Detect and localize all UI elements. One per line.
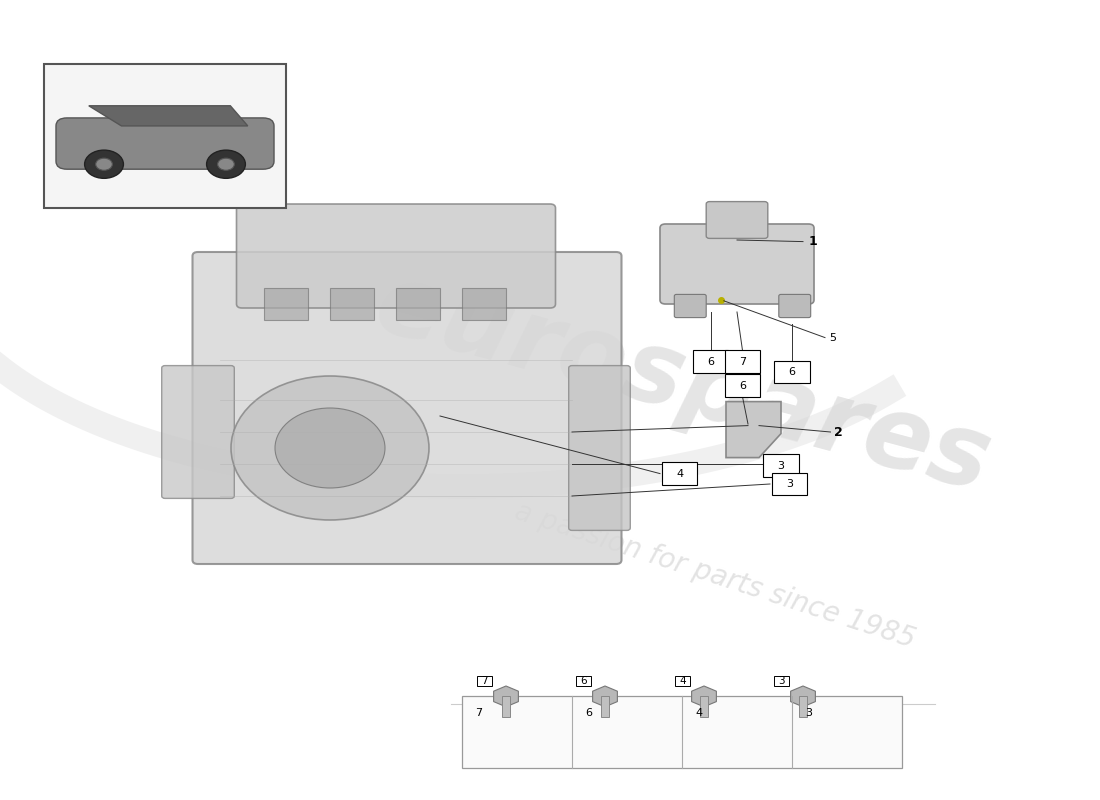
Text: 7: 7 — [481, 676, 488, 686]
Bar — [763, 454, 799, 477]
FancyBboxPatch shape — [192, 252, 622, 564]
Bar — [675, 675, 690, 686]
FancyBboxPatch shape — [56, 118, 274, 170]
Polygon shape — [494, 686, 518, 707]
Polygon shape — [692, 686, 716, 707]
Bar — [44, 64, 286, 208]
Bar — [774, 675, 789, 686]
Circle shape — [231, 376, 429, 520]
FancyBboxPatch shape — [162, 366, 234, 498]
Bar — [264, 288, 308, 320]
Bar — [693, 350, 728, 373]
Bar — [799, 696, 807, 717]
Bar — [477, 675, 492, 686]
Text: 3: 3 — [778, 676, 785, 686]
Polygon shape — [791, 686, 815, 707]
FancyBboxPatch shape — [779, 294, 811, 318]
Text: 4: 4 — [695, 708, 702, 718]
Text: a passion for parts since 1985: a passion for parts since 1985 — [512, 498, 918, 654]
Circle shape — [207, 150, 245, 178]
Bar — [396, 288, 440, 320]
Text: 4: 4 — [676, 469, 683, 478]
Text: eurospares: eurospares — [364, 255, 1000, 513]
Bar — [502, 696, 510, 717]
Text: 6: 6 — [707, 357, 714, 366]
Polygon shape — [593, 686, 617, 707]
Bar — [700, 696, 708, 717]
Text: 3: 3 — [805, 708, 812, 718]
Circle shape — [275, 408, 385, 488]
Polygon shape — [726, 402, 781, 458]
Text: 1: 1 — [808, 235, 817, 248]
Bar — [774, 361, 810, 383]
Text: 3: 3 — [778, 461, 784, 470]
FancyBboxPatch shape — [569, 366, 630, 530]
Text: 6: 6 — [585, 708, 592, 718]
Bar — [772, 473, 807, 495]
Bar — [601, 696, 609, 717]
Text: 7: 7 — [739, 357, 746, 366]
FancyBboxPatch shape — [706, 202, 768, 238]
Polygon shape — [89, 106, 248, 126]
Text: 3: 3 — [786, 479, 793, 489]
Bar — [725, 350, 760, 373]
Bar — [462, 288, 506, 320]
Text: 5: 5 — [829, 333, 836, 342]
Text: 2: 2 — [834, 426, 843, 438]
Text: 6: 6 — [580, 676, 587, 686]
Text: 7: 7 — [475, 708, 482, 718]
Circle shape — [96, 158, 112, 170]
FancyBboxPatch shape — [674, 294, 706, 318]
Bar — [662, 462, 697, 485]
Bar — [725, 374, 760, 397]
Text: 6: 6 — [789, 367, 795, 377]
FancyBboxPatch shape — [236, 204, 556, 308]
FancyBboxPatch shape — [660, 224, 814, 304]
Circle shape — [218, 158, 234, 170]
Text: 6: 6 — [739, 381, 746, 390]
Text: 4: 4 — [679, 676, 686, 686]
Bar — [576, 675, 591, 686]
Circle shape — [85, 150, 123, 178]
Bar — [330, 288, 374, 320]
Bar — [462, 696, 902, 768]
